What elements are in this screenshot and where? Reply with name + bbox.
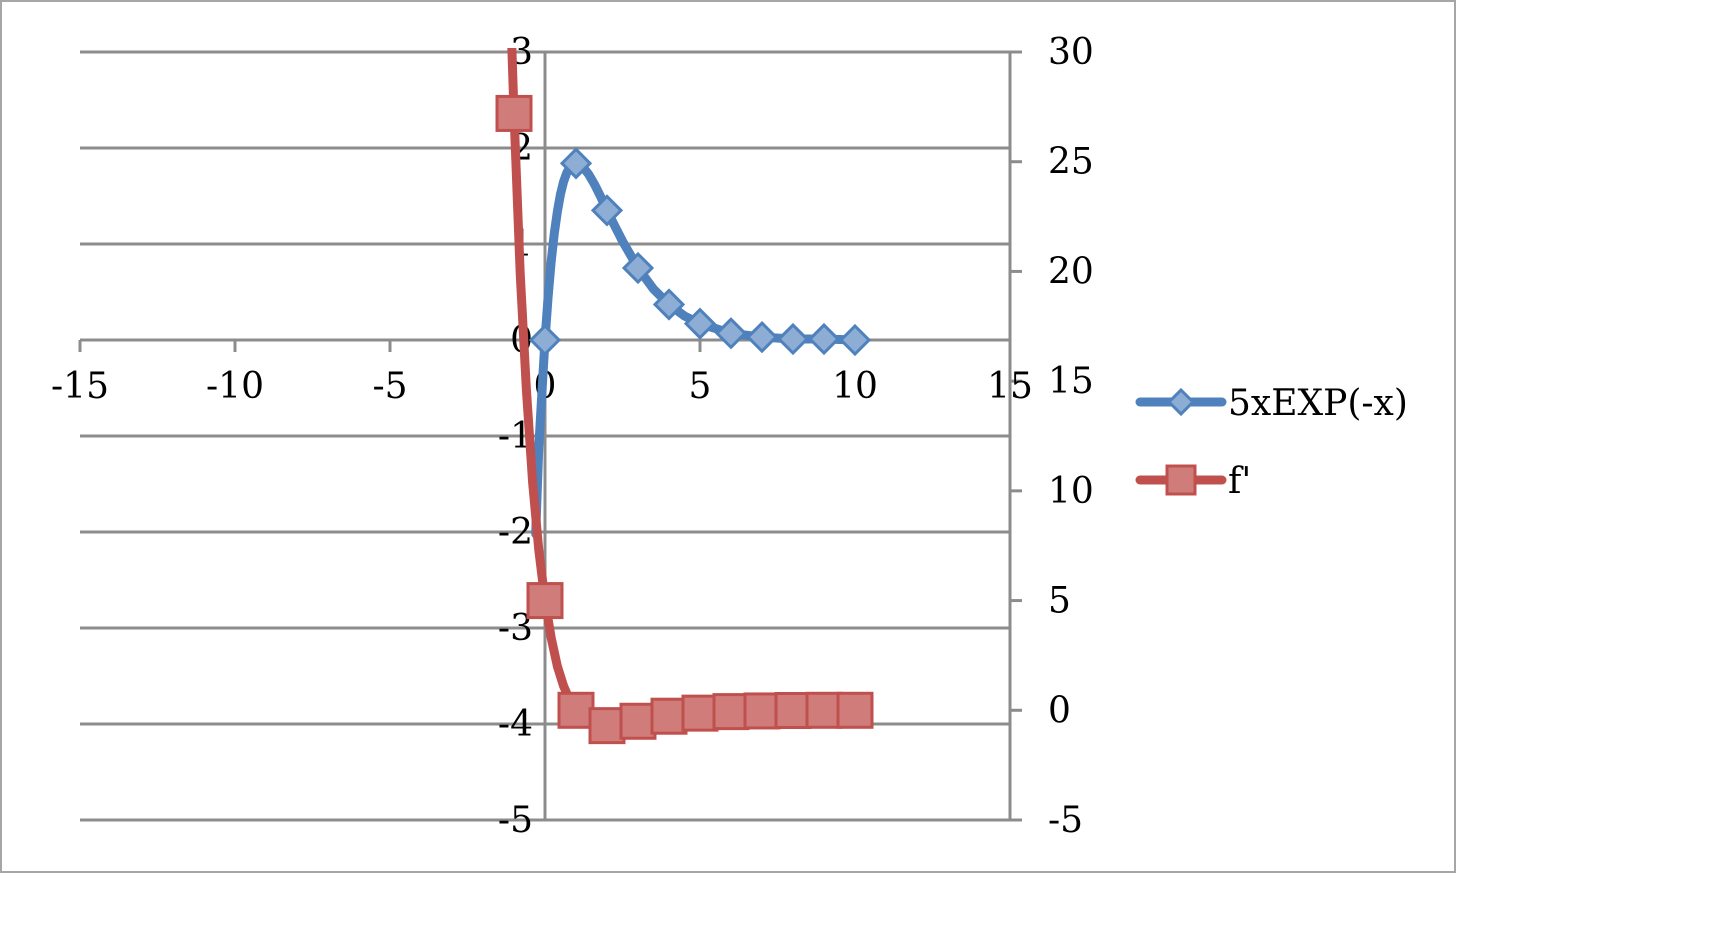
tick-labels: -15 -10 -5 0 5 10 153210-1-2-3-4-5302520151050… xyxy=(51,32,1094,841)
y-right-tick-label: 5 xyxy=(1048,581,1071,622)
legend-entry-1: f' xyxy=(1135,461,1251,502)
data-point xyxy=(621,251,655,285)
diamond-icon xyxy=(1166,387,1196,417)
data-point xyxy=(559,147,593,180)
data-point xyxy=(652,288,686,321)
legend-entry-0: 5xEXP(-x) xyxy=(1135,383,1408,424)
data-point xyxy=(838,323,872,357)
y-right-tick-label: -5 xyxy=(1048,800,1083,841)
data-point xyxy=(776,322,810,356)
data-point xyxy=(590,194,624,227)
data-point xyxy=(807,322,841,356)
data-point xyxy=(683,307,717,340)
data-point xyxy=(743,692,781,730)
y-right-tick-label: 0 xyxy=(1048,690,1071,731)
x-tick-label: -5 xyxy=(372,366,407,407)
data-point xyxy=(836,691,874,729)
x-tick-label: 15 xyxy=(987,366,1033,407)
data-point xyxy=(714,317,748,350)
legend-label: 5xEXP(-x) xyxy=(1228,383,1408,424)
data-point xyxy=(745,320,779,354)
y-right-tick-label: 20 xyxy=(1048,251,1094,292)
data-point xyxy=(712,693,750,731)
series-layer xyxy=(495,48,874,745)
data-point xyxy=(557,691,595,729)
series-1 xyxy=(495,48,874,745)
data-point xyxy=(619,702,657,740)
data-point xyxy=(681,694,719,732)
series-0 xyxy=(528,147,872,539)
y-left-tick-label: -5 xyxy=(498,800,533,841)
data-point xyxy=(805,691,843,729)
x-tick-label: 5 xyxy=(689,366,712,407)
data-point xyxy=(774,692,812,730)
data-point xyxy=(526,582,564,620)
series-line xyxy=(531,158,860,539)
data-point xyxy=(588,707,626,745)
y-left-tick-label: -2 xyxy=(498,512,533,553)
data-point xyxy=(528,323,562,357)
y-left-tick-label: -4 xyxy=(498,704,533,745)
y-right-tick-label: 30 xyxy=(1048,32,1094,73)
data-point xyxy=(495,94,533,132)
x-tick-label: -15 xyxy=(51,366,109,407)
square-icon xyxy=(1165,464,1197,496)
legend-label: f' xyxy=(1228,461,1251,502)
x-tick-label: -10 xyxy=(206,366,264,407)
y-right-tick-label: 25 xyxy=(1048,142,1094,183)
x-tick-label: 10 xyxy=(832,366,878,407)
data-point xyxy=(650,697,688,735)
series-line xyxy=(507,48,860,731)
legend: 5xEXP(-x) f' xyxy=(1135,383,1408,502)
y-right-tick-label: 15 xyxy=(1048,361,1094,402)
y-right-tick-label: 10 xyxy=(1048,471,1094,512)
